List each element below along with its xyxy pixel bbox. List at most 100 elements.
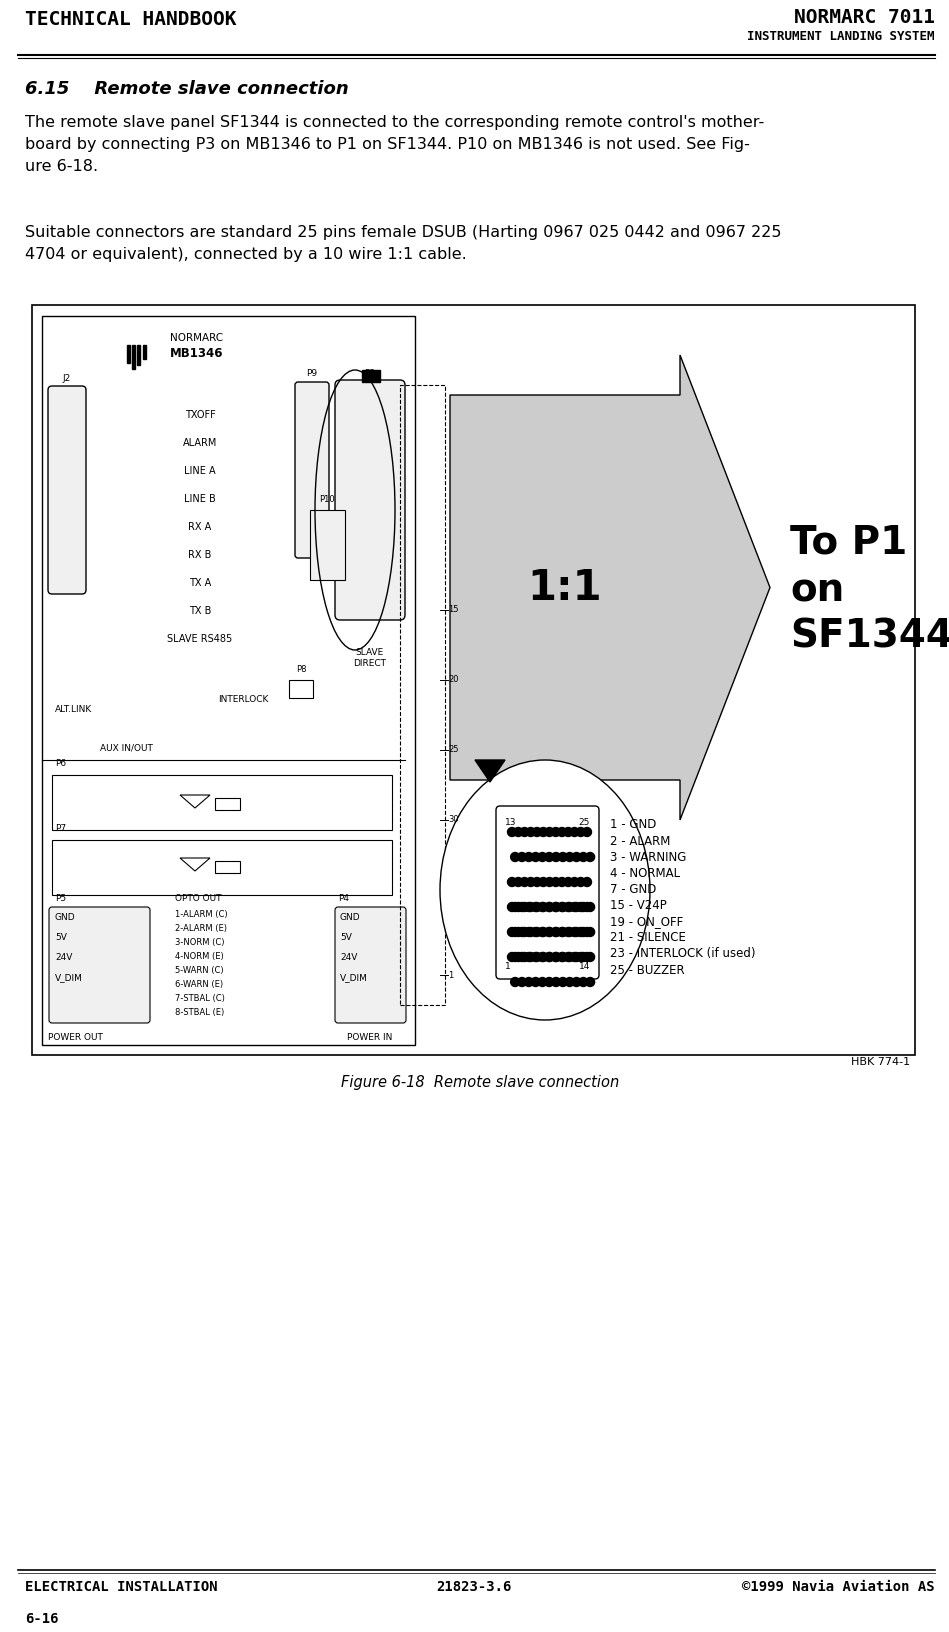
Circle shape — [545, 953, 553, 961]
Text: ELECTRICAL INSTALLATION: ELECTRICAL INSTALLATION — [25, 1580, 217, 1594]
Bar — [137, 344, 140, 366]
Circle shape — [538, 927, 547, 937]
Circle shape — [545, 852, 553, 862]
Circle shape — [511, 978, 520, 986]
Circle shape — [576, 827, 586, 837]
Circle shape — [538, 953, 547, 961]
Text: 19 - ON_OFF: 19 - ON_OFF — [610, 916, 683, 929]
Circle shape — [572, 927, 581, 937]
Circle shape — [538, 852, 547, 862]
Circle shape — [566, 953, 574, 961]
Text: RX B: RX B — [188, 550, 212, 560]
Circle shape — [511, 953, 520, 961]
Circle shape — [551, 953, 561, 961]
Circle shape — [566, 852, 574, 862]
Circle shape — [586, 927, 595, 937]
Circle shape — [527, 827, 535, 837]
Circle shape — [539, 878, 548, 886]
Circle shape — [583, 927, 591, 937]
Bar — [32, 305, 915, 1054]
Circle shape — [539, 927, 548, 937]
Circle shape — [545, 927, 554, 937]
Circle shape — [545, 827, 554, 837]
Text: LINE A: LINE A — [184, 467, 215, 477]
Circle shape — [558, 978, 568, 986]
Text: Figure 6-18  Remote slave connection: Figure 6-18 Remote slave connection — [341, 1075, 619, 1090]
FancyBboxPatch shape — [48, 387, 86, 594]
Circle shape — [545, 978, 553, 986]
Circle shape — [558, 927, 568, 937]
Circle shape — [524, 953, 533, 961]
Text: V_DIM: V_DIM — [55, 974, 83, 982]
Text: HBK 774-1: HBK 774-1 — [851, 1058, 910, 1067]
Circle shape — [508, 902, 516, 912]
Circle shape — [517, 852, 527, 862]
Circle shape — [538, 902, 547, 912]
Circle shape — [527, 953, 535, 961]
FancyBboxPatch shape — [335, 380, 405, 620]
Text: The remote slave panel SF1344 is connected to the corresponding remote control's: The remote slave panel SF1344 is connect… — [25, 114, 764, 175]
Circle shape — [520, 827, 529, 837]
Circle shape — [551, 927, 560, 937]
Circle shape — [545, 878, 554, 886]
Text: GND: GND — [340, 914, 361, 922]
Text: P8: P8 — [296, 664, 307, 674]
Circle shape — [520, 927, 529, 937]
Text: 15: 15 — [448, 605, 458, 615]
Circle shape — [538, 978, 547, 986]
Circle shape — [545, 927, 553, 937]
Bar — [127, 344, 130, 362]
Circle shape — [551, 827, 560, 837]
Text: TX A: TX A — [189, 578, 211, 588]
Text: 5V: 5V — [340, 934, 352, 943]
Text: LINE B: LINE B — [184, 494, 215, 504]
Text: 6-WARN (E): 6-WARN (E) — [175, 981, 223, 989]
Circle shape — [531, 978, 540, 986]
Text: SLAVE RS485: SLAVE RS485 — [167, 633, 233, 645]
Text: TECHNICAL HANDBOOK: TECHNICAL HANDBOOK — [25, 10, 236, 29]
Text: 1-ALARM (C): 1-ALARM (C) — [175, 911, 228, 919]
Text: MB1346: MB1346 — [170, 348, 224, 361]
Circle shape — [532, 878, 542, 886]
Circle shape — [570, 902, 579, 912]
Text: TX B: TX B — [189, 605, 212, 615]
Circle shape — [511, 927, 520, 937]
Text: 2 - ALARM: 2 - ALARM — [610, 834, 670, 847]
Circle shape — [508, 953, 516, 961]
Circle shape — [586, 902, 595, 912]
Text: 6.15    Remote slave connection: 6.15 Remote slave connection — [25, 80, 348, 98]
Circle shape — [524, 927, 533, 937]
FancyBboxPatch shape — [49, 907, 150, 1023]
Text: P6: P6 — [55, 759, 66, 769]
Text: 7 - GND: 7 - GND — [610, 883, 657, 896]
Circle shape — [527, 927, 535, 937]
Circle shape — [511, 852, 520, 862]
Text: 3-NORM (C): 3-NORM (C) — [175, 938, 225, 948]
Text: POWER OUT: POWER OUT — [47, 1033, 102, 1041]
Circle shape — [532, 953, 542, 961]
Text: 24V: 24V — [55, 953, 72, 963]
Circle shape — [524, 902, 533, 912]
Circle shape — [532, 927, 542, 937]
Bar — [52, 775, 392, 831]
Bar — [362, 370, 380, 382]
Circle shape — [531, 927, 540, 937]
Circle shape — [558, 902, 568, 912]
Circle shape — [545, 902, 553, 912]
Text: GND: GND — [55, 914, 76, 922]
Text: 14: 14 — [579, 961, 590, 971]
Circle shape — [545, 953, 554, 961]
Circle shape — [564, 927, 573, 937]
Text: 25: 25 — [448, 746, 458, 754]
Circle shape — [564, 902, 573, 912]
Text: 4-NORM (E): 4-NORM (E) — [175, 953, 224, 961]
Circle shape — [517, 953, 527, 961]
Circle shape — [513, 927, 523, 937]
Circle shape — [579, 902, 587, 912]
Circle shape — [551, 852, 561, 862]
Text: 20: 20 — [448, 676, 458, 684]
Bar — [132, 344, 135, 369]
Circle shape — [539, 827, 548, 837]
Text: P3: P3 — [364, 369, 376, 379]
Ellipse shape — [440, 761, 650, 1020]
